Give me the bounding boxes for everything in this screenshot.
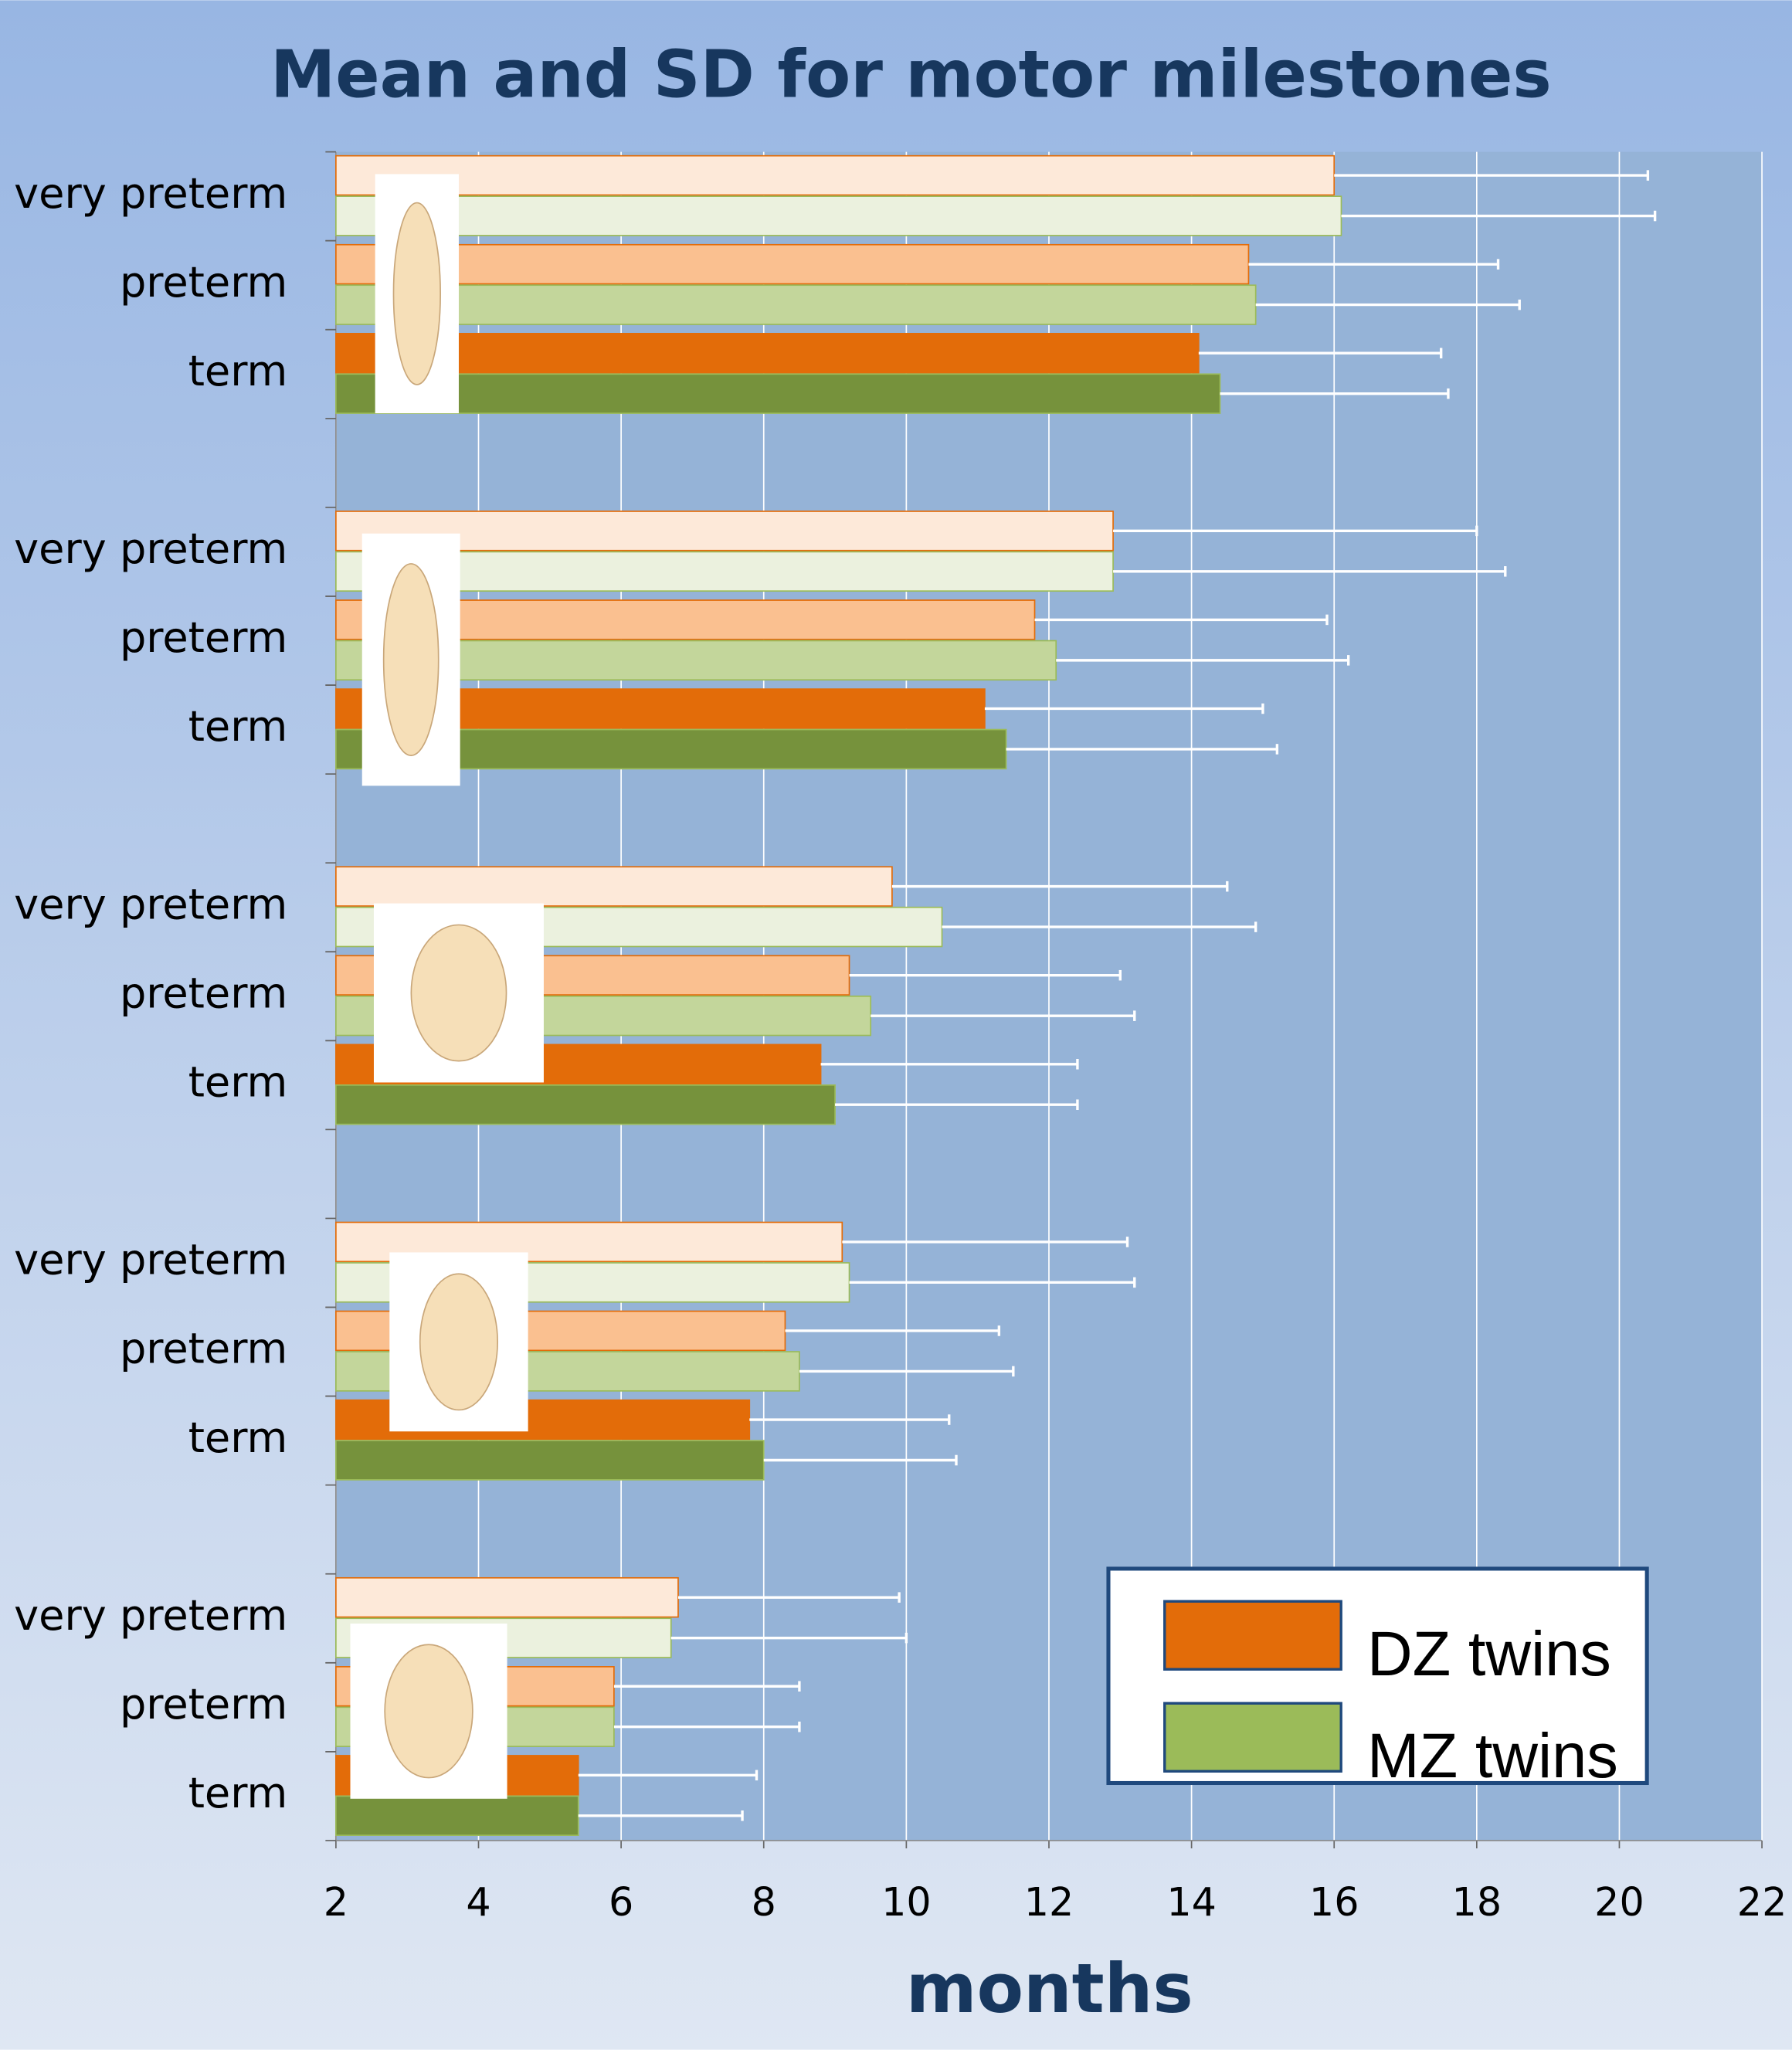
- y-tick-label: very preterm: [14, 169, 287, 218]
- legend-swatch: [1165, 1703, 1341, 1771]
- x-tick-label: 18: [1452, 1879, 1502, 1925]
- y-tick-label: very preterm: [14, 880, 287, 928]
- legend-label: MZ twins: [1367, 1721, 1618, 1791]
- y-tick-label: term: [188, 1769, 288, 1817]
- illustration-figure: [420, 1274, 497, 1410]
- bar: [336, 1796, 579, 1835]
- y-tick-label: term: [188, 347, 288, 395]
- illustration-figure: [393, 203, 440, 385]
- bar: [336, 1440, 764, 1480]
- y-tick-label: term: [188, 702, 288, 751]
- bar: [336, 374, 1220, 413]
- bar: [336, 245, 1249, 284]
- x-tick-label: 4: [466, 1879, 490, 1925]
- illustration-figure: [385, 1644, 473, 1777]
- x-tick-label: 6: [609, 1879, 633, 1925]
- y-tick-label: preterm: [120, 258, 287, 307]
- chart-title: Mean and SD for motor milestones: [270, 36, 1552, 112]
- bar: [336, 867, 892, 906]
- x-tick-label: 12: [1024, 1879, 1074, 1925]
- bar: [336, 334, 1199, 373]
- x-tick-label: 10: [881, 1879, 932, 1925]
- y-tick-label: very preterm: [14, 1236, 287, 1284]
- legend-swatch: [1165, 1601, 1341, 1669]
- illustration-figure: [411, 925, 506, 1060]
- y-tick-label: preterm: [120, 1680, 287, 1729]
- bar: [336, 1085, 835, 1125]
- y-tick-label: very preterm: [14, 1591, 287, 1640]
- x-axis-label: months: [906, 1949, 1193, 2028]
- bar: [336, 156, 1334, 195]
- illustration-figure: [384, 564, 439, 755]
- y-tick-label: preterm: [120, 1325, 287, 1373]
- x-tick-label: 8: [752, 1879, 776, 1925]
- bar: [336, 196, 1342, 236]
- y-tick-label: term: [188, 1413, 288, 1462]
- x-tick-label: 14: [1166, 1879, 1217, 1925]
- x-tick-label: 20: [1594, 1879, 1644, 1925]
- bar: [336, 1578, 678, 1617]
- y-tick-label: term: [188, 1057, 288, 1106]
- x-tick-label: 16: [1309, 1879, 1359, 1925]
- x-tick-label: 2: [324, 1879, 348, 1925]
- legend-label: DZ twins: [1367, 1619, 1611, 1689]
- bar: [336, 285, 1256, 324]
- y-tick-label: preterm: [120, 969, 287, 1017]
- x-tick-label: 22: [1737, 1879, 1787, 1925]
- y-tick-label: preterm: [120, 613, 287, 662]
- y-tick-label: very preterm: [14, 524, 287, 573]
- chart: Mean and SD for motor milestones months …: [0, 0, 1792, 2050]
